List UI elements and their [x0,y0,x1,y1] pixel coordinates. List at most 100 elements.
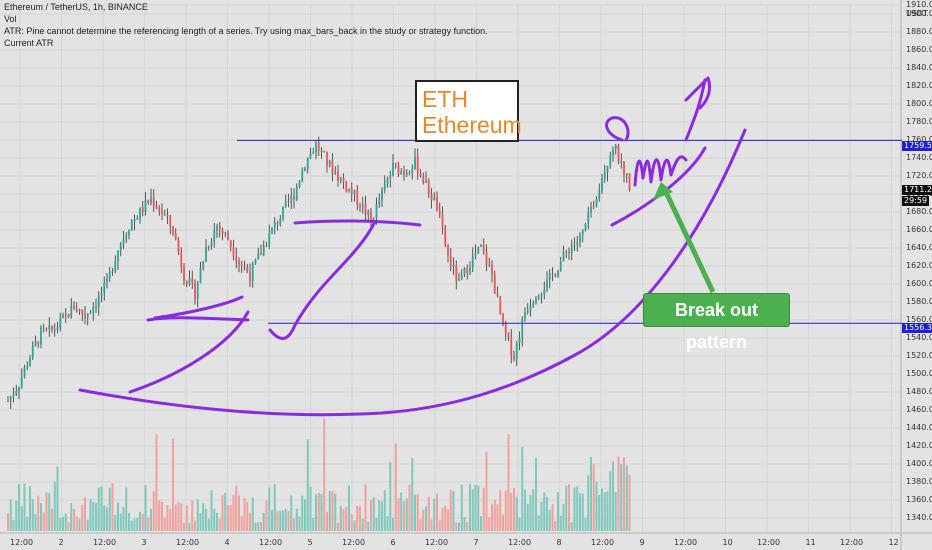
price-axis-tick: 1900.00 [906,9,932,18]
volume-bar [466,522,469,531]
candle-body [535,299,537,303]
volume-bar [526,503,529,531]
candle-body [518,338,521,344]
candle-body [301,170,304,182]
candle-body [268,233,271,247]
candle-body [117,250,119,262]
volume-bar [463,516,466,531]
purple-drawings[interactable] [78,76,747,417]
volume-bar [477,485,480,531]
volume-bar [331,490,334,531]
candle-body [606,166,609,173]
candle-body [271,227,273,234]
candle-body [477,246,480,254]
volume-bar [381,501,383,531]
candle-body [122,239,125,244]
volume-bar [290,495,293,531]
candle-body [493,274,496,294]
volume-bar [89,498,92,531]
candle-body [339,177,342,181]
candle-body [584,223,587,230]
price-axis-tick: 1440.00 [906,423,932,432]
volume-bar [562,503,565,531]
candle-body [548,273,551,280]
candle-body [375,204,378,219]
candle-body [320,150,323,152]
volume-bar [18,484,20,531]
time-axis-tick: 12:00 [342,538,366,547]
volume-bar [128,512,130,531]
volume-bar [609,471,612,531]
candle-body [185,281,188,285]
candle-body [155,206,158,209]
candle-body [78,309,81,312]
volume-bar [125,487,128,531]
candle-body [130,221,133,231]
volume-bar [502,514,504,531]
price-axis-tick: 1500.00 [906,369,932,378]
volume-bar [141,513,144,531]
volume-bar [601,488,603,531]
symbol-title[interactable]: Ethereum / TetherUS, 1h, BINANCE [4,2,148,12]
time-axis-tick: 12:00 [10,538,34,547]
candle-body [251,263,254,282]
candle-body [414,156,416,169]
eth-text-annotation[interactable]: ETH Ethereum [415,80,522,142]
resistance-price-label: 1759.57 [902,141,932,151]
candle-body [224,232,227,234]
volume-bar [100,486,103,531]
volume-bar [350,514,353,531]
candle-body [430,193,433,201]
volume-bar [117,502,119,531]
time-axis-tick: 12:00 [259,538,283,547]
volume-bar [31,498,34,531]
current-price-label: 1711.22 [902,185,932,195]
candle-body [609,155,612,167]
volume-bar [205,508,207,531]
drawn-diagonal-stroke [153,295,244,320]
breakout-arrow[interactable] [653,182,716,294]
candle-body [348,188,350,191]
vol-indicator-label[interactable]: Vol [4,14,17,24]
volume-bar [67,522,70,531]
volume-bar [161,501,163,531]
ethereum-name-text: Ethereum [422,112,522,138]
time-axis-tick: 12:00 [674,538,698,547]
candle-body [598,191,601,199]
volume-bar [199,513,202,531]
candle-body [210,241,213,247]
volume-bar [507,434,510,531]
volume-bar [273,484,276,531]
candle-body [158,208,161,211]
candle-body [29,357,31,367]
candle-body [392,162,394,175]
volume-bar [356,505,359,531]
volume-bar [579,493,581,531]
candle-body [172,226,174,234]
volume-bar [262,512,265,531]
candle-body [133,219,136,222]
candle-body [141,207,144,213]
volume-bar [590,457,592,531]
candle-body [331,160,334,175]
candle-body [551,273,554,275]
volume-bar [246,502,249,531]
volume-bar [158,500,161,531]
candle-body [188,278,191,285]
candle-body [510,336,513,356]
volume-bar [529,494,532,531]
volume-bar [383,490,386,531]
breakout-callout[interactable]: Break out pattern [643,293,790,352]
current-atr-label[interactable]: Current ATR [4,38,54,48]
candle-body [482,244,485,252]
volume-bar [345,507,348,531]
time-axis-tick: 10 [722,538,733,547]
volume-bar [78,518,81,531]
volume-bar [155,434,158,531]
candle-body [174,233,177,240]
volume-bar [389,461,392,531]
volume-bar [147,517,150,531]
volume-bar [37,495,40,531]
